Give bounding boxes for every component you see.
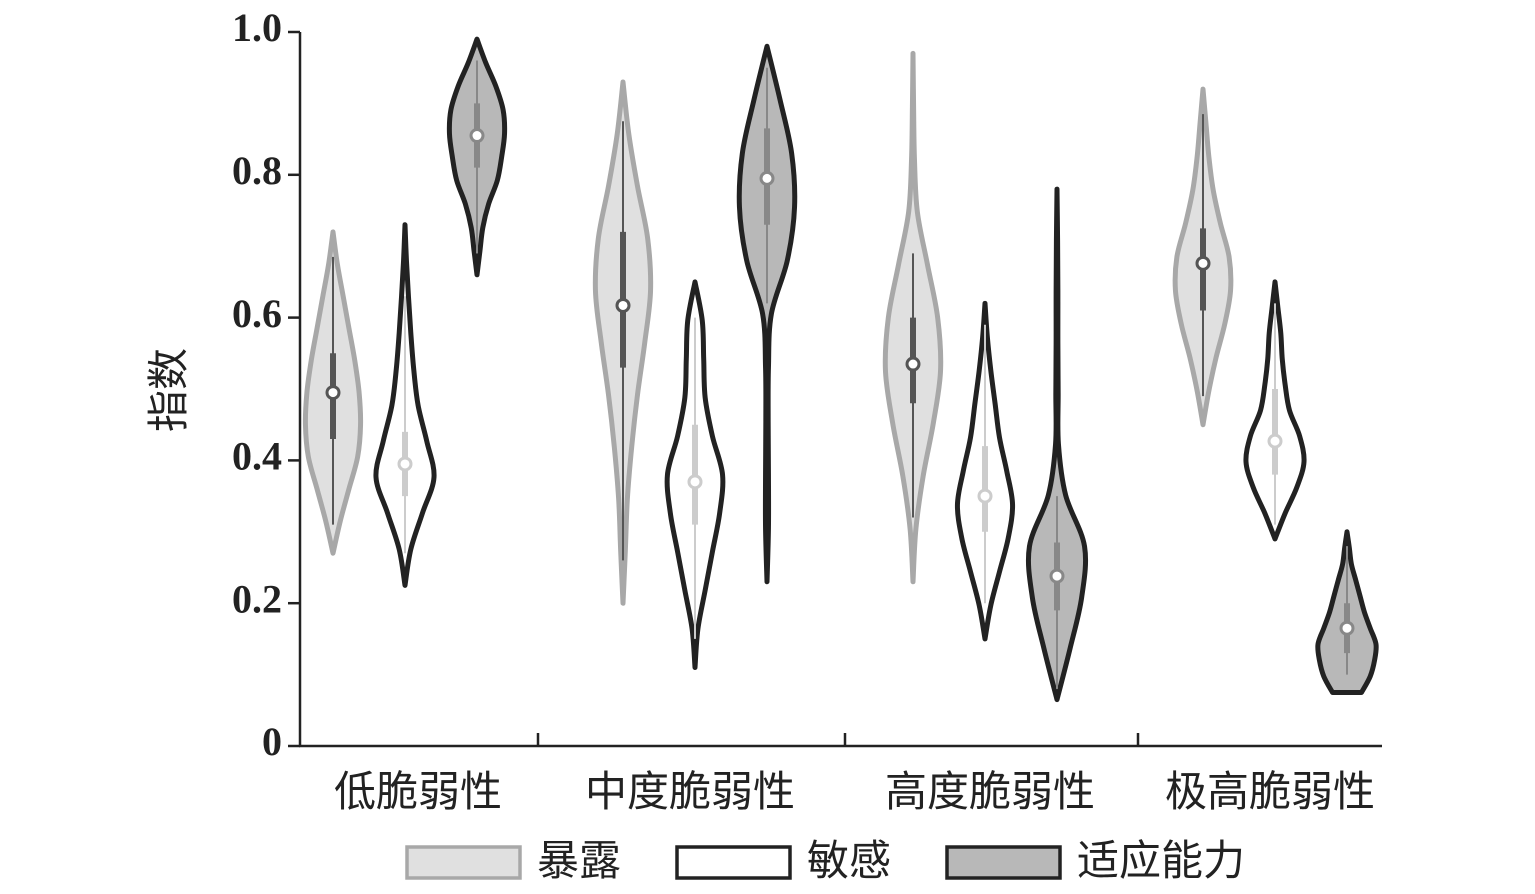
legend-label: 适应能力	[1077, 836, 1245, 885]
x-tick-label: 高度脆弱性	[885, 767, 1095, 816]
legend-swatch	[405, 845, 522, 880]
legend-swatch	[675, 845, 792, 880]
y-tick-label: 0.6	[232, 291, 282, 336]
median	[687, 474, 703, 490]
legend-label: 暴露	[537, 836, 621, 885]
y-tick-label: 1.0	[232, 5, 282, 50]
y-axis-label: 指数	[144, 348, 193, 432]
y-tick-label: 0.8	[232, 148, 282, 193]
median	[905, 356, 921, 372]
legend-label: 敏感	[807, 836, 891, 885]
x-tick-label: 低脆弱性	[334, 767, 502, 816]
median	[615, 297, 631, 313]
median	[1049, 568, 1065, 584]
median	[1267, 433, 1283, 449]
median	[1195, 255, 1211, 271]
median	[469, 128, 485, 144]
x-tick-label: 中度脆弱性	[585, 767, 795, 816]
median	[759, 170, 775, 186]
violin	[736, 43, 798, 585]
median	[1339, 620, 1355, 636]
violin	[1025, 186, 1089, 703]
median	[325, 385, 341, 401]
legend-swatch	[945, 845, 1062, 880]
median	[977, 488, 993, 504]
y-tick-label: 0	[262, 719, 282, 764]
x-tick-label: 极高脆弱性	[1165, 767, 1375, 816]
y-tick-label: 0.2	[232, 576, 282, 621]
y-tick-label: 0.4	[232, 434, 282, 479]
median	[397, 456, 413, 472]
